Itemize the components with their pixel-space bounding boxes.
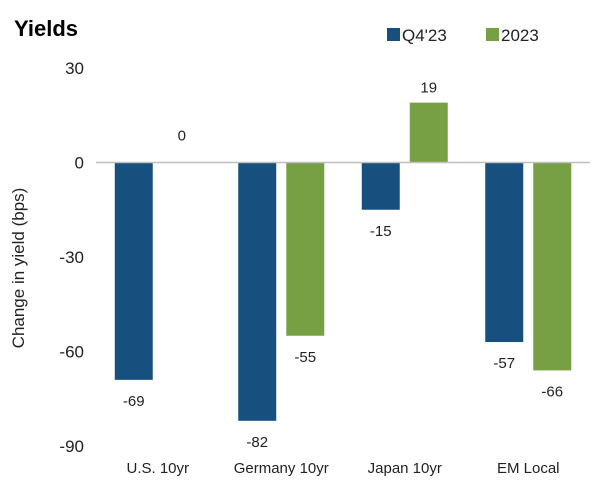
data-label: -66 [541, 383, 563, 400]
x-tick-label: U.S. 10yr [126, 460, 189, 477]
data-label: 0 [178, 128, 186, 145]
bar [533, 162, 572, 371]
data-labels: -69 0 -82 -55 -15 19 -57 -66 [123, 80, 563, 451]
legend: Q4'23 2023 [387, 26, 539, 45]
chart-title: Yields [14, 16, 78, 41]
bar [238, 162, 277, 421]
y-tick-label: 30 [65, 59, 84, 78]
bar [286, 162, 325, 336]
legend-label: Q4'23 [402, 26, 447, 45]
x-tick-label: EM Local [497, 460, 560, 477]
y-tick-label: -30 [59, 248, 84, 267]
category-labels: U.S. 10yr Germany 10yr Japan 10yr EM Local [126, 460, 559, 477]
data-label: -15 [370, 223, 392, 240]
bars [114, 102, 572, 421]
bar [361, 162, 400, 210]
y-tick-labels: 30 0 -30 -60 -90 [59, 59, 84, 456]
legend-label: 2023 [501, 26, 539, 45]
legend-swatch [486, 28, 499, 41]
y-tick-label: -90 [59, 437, 84, 456]
data-label: -55 [294, 349, 316, 366]
data-label: -57 [493, 355, 515, 372]
data-label: -82 [246, 434, 268, 451]
x-tick-label: Germany 10yr [234, 460, 329, 477]
bar [114, 162, 153, 380]
bar [485, 162, 524, 343]
y-axis-label: Change in yield (bps) [9, 188, 28, 349]
x-tick-label: Japan 10yr [368, 460, 442, 477]
data-label: -69 [123, 393, 145, 410]
y-tick-label: -60 [59, 343, 84, 362]
data-label: 19 [420, 80, 437, 97]
legend-swatch [387, 28, 400, 41]
y-tick-label: 0 [75, 154, 84, 173]
bar [409, 102, 448, 163]
